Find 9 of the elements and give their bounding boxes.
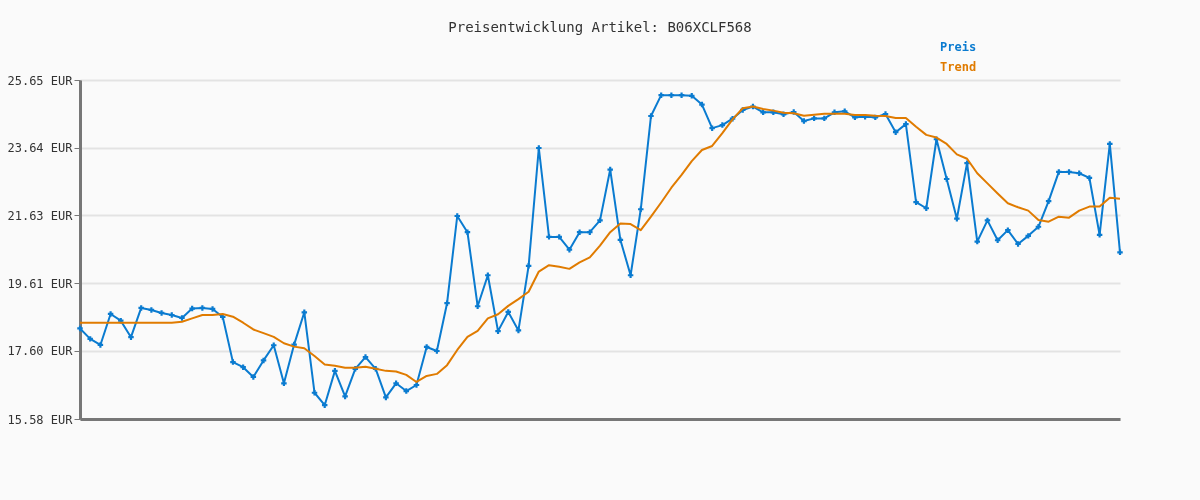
text: Preis	[940, 40, 977, 54]
y-tick-label: 15.58 EUR	[7, 412, 74, 427]
y-tick-label: 19.61 EUR	[7, 276, 74, 291]
y-tick-label: 21.63 EUR	[7, 208, 74, 223]
y-tick-label: 25.65 EUR	[7, 73, 74, 88]
text: Trend	[940, 60, 977, 74]
y-tick-label: 17.60 EUR	[7, 344, 74, 359]
y-tick-label: 23.64 EUR	[7, 141, 74, 156]
chart-title: Preisentwicklung Artikel: B06XCLF568	[448, 19, 752, 35]
